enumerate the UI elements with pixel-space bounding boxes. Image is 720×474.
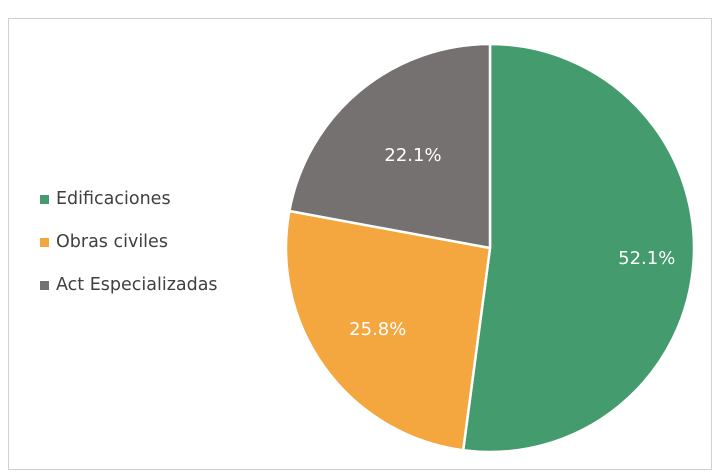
legend-item-obras-civiles: Obras civiles — [40, 231, 218, 253]
legend-item-act-especializadas: Act Especializadas — [40, 274, 218, 296]
data-label-act-especializadas: 22.1% — [384, 145, 441, 166]
legend-label-edificaciones: Edificaciones — [56, 189, 171, 209]
legend-label-act-especializadas: Act Especializadas — [56, 275, 218, 295]
pie-slice-act-especializadas — [288, 42, 492, 250]
legend-label-obras-civiles: Obras civiles — [56, 232, 168, 252]
legend-item-edificaciones: Edificaciones — [40, 188, 218, 210]
legend-swatch-obras-civiles — [40, 237, 49, 247]
legend-swatch-act-especializadas — [40, 280, 49, 290]
pie-slices — [284, 42, 696, 454]
pie-slice-edificaciones — [461, 42, 696, 454]
chart-legend: Edificaciones Obras civiles Act Especial… — [40, 188, 218, 317]
data-label-obras-civiles: 25.8% — [349, 319, 406, 340]
legend-swatch-edificaciones — [40, 194, 49, 204]
pie-slice-obras-civiles — [284, 209, 492, 452]
pie-data-labels: 52.1% 25.8% 22.1% — [349, 145, 675, 340]
data-label-edificaciones: 52.1% — [618, 248, 675, 269]
